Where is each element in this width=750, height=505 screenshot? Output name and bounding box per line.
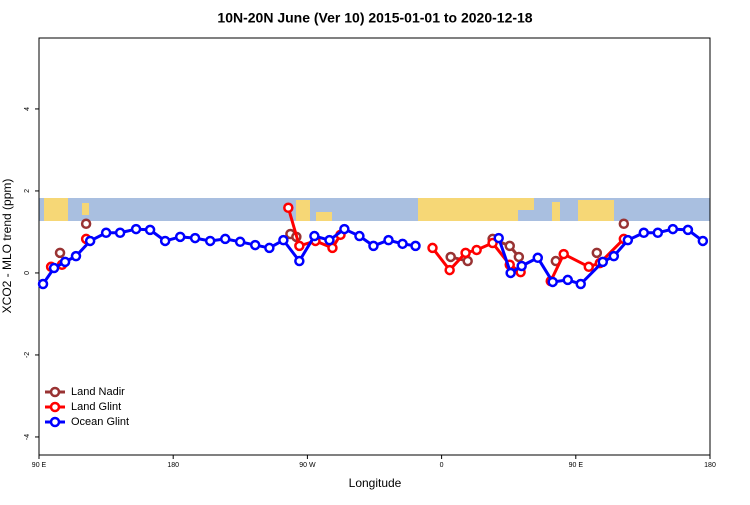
x-tick-label: 180 (167, 462, 179, 469)
point (309, 230, 320, 242)
point (189, 232, 201, 244)
point (80, 218, 92, 229)
point (264, 242, 275, 254)
point (339, 223, 350, 235)
legend-marker (49, 401, 61, 413)
point (219, 233, 231, 245)
point (283, 202, 294, 214)
point (130, 223, 142, 235)
point (294, 240, 305, 252)
point (697, 235, 709, 247)
point (608, 250, 620, 262)
x-tick-label: 90 W (299, 462, 316, 469)
x-tick-label: 180 (704, 462, 716, 469)
point (159, 235, 171, 247)
point (652, 227, 664, 239)
point (100, 227, 112, 239)
point (204, 235, 216, 247)
point (59, 256, 71, 268)
point (471, 244, 482, 256)
point (368, 240, 379, 252)
point (638, 227, 650, 239)
point (460, 247, 471, 259)
point (410, 240, 421, 252)
map-land (44, 198, 614, 221)
point (516, 260, 527, 272)
point (234, 236, 246, 248)
legend-label: Land Glint (71, 401, 121, 413)
point (493, 232, 504, 244)
y-tick-label: 2 (24, 189, 31, 193)
point (383, 234, 394, 246)
legend-marker (49, 416, 61, 428)
series-line (41, 227, 704, 286)
x-tick-label: 90 E (32, 462, 47, 469)
map-band (39, 198, 710, 221)
point (174, 231, 186, 243)
plot-frame (38, 37, 711, 456)
point (324, 234, 335, 246)
point (54, 247, 66, 259)
x-tick-label: 0 (440, 462, 444, 469)
point (144, 224, 156, 236)
point (294, 255, 305, 267)
point (249, 239, 261, 251)
legend-label: Ocean Glint (71, 416, 129, 428)
point (667, 223, 679, 235)
legend-marker (49, 386, 61, 398)
point (682, 224, 694, 236)
point (70, 250, 82, 262)
point (532, 252, 544, 264)
point (597, 256, 609, 268)
point (427, 242, 438, 254)
point (558, 248, 569, 260)
legend-label: Land Nadir (71, 386, 125, 398)
point (591, 247, 603, 259)
point (462, 255, 473, 267)
point (575, 278, 586, 290)
y-tick-label: 4 (24, 107, 31, 111)
point (513, 251, 525, 263)
y-tick-label: -2 (24, 352, 31, 358)
point (547, 276, 558, 288)
y-axis-label: XCO2 - MLO trend (ppm) (0, 179, 14, 314)
point (278, 234, 289, 246)
point (397, 238, 408, 250)
point (37, 278, 49, 290)
point (444, 264, 455, 276)
point (84, 235, 96, 247)
x-tick-label: 90 E (569, 462, 584, 469)
point (505, 267, 516, 279)
x-axis-label: Longitude (349, 476, 402, 490)
point (618, 218, 630, 229)
chart-title: 10N-20N June (Ver 10) 2015-01-01 to 2020… (217, 10, 532, 26)
point (562, 274, 573, 286)
point (504, 240, 515, 252)
point (445, 251, 456, 263)
point (48, 262, 60, 274)
y-tick-label: 0 (24, 271, 31, 275)
y-tick-label: -4 (24, 434, 31, 440)
point (354, 230, 365, 242)
point (583, 261, 595, 273)
point (114, 227, 126, 239)
point (622, 234, 634, 246)
